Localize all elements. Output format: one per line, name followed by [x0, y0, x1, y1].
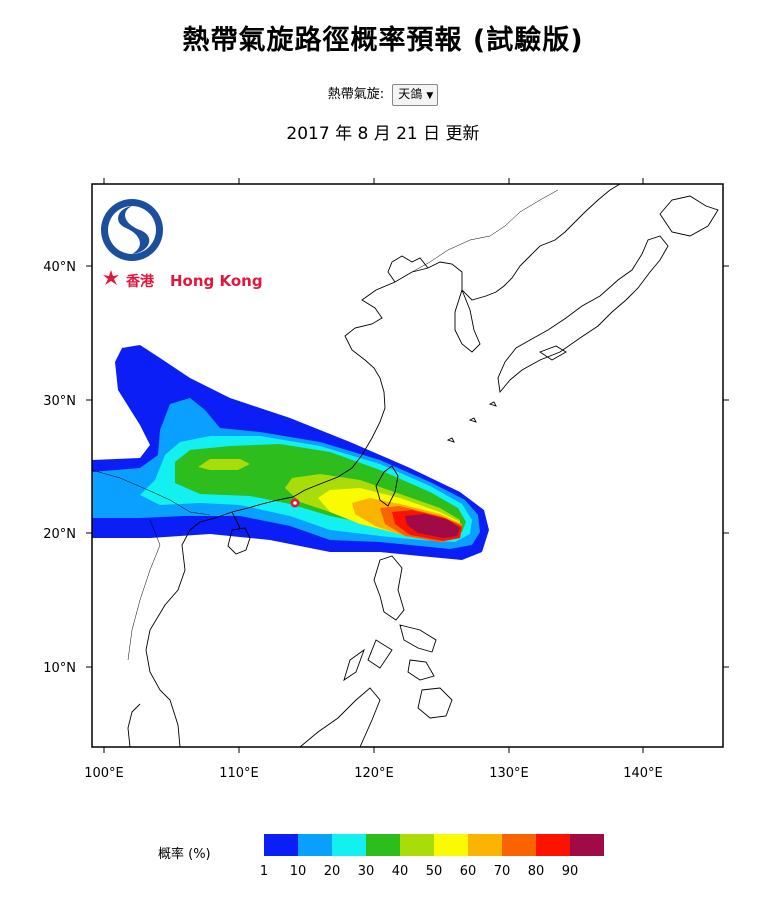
- legend-tick-label: 90: [562, 864, 579, 879]
- legend-swatch: [366, 834, 400, 856]
- lon-tick-label: 110°E: [219, 766, 259, 781]
- country-borders: [92, 189, 559, 661]
- hko-emblem-icon: [101, 199, 163, 261]
- coastline-borneo: [299, 687, 381, 747]
- page-title: 熱帶氣旋路徑概率預報 (試驗版): [182, 25, 584, 56]
- dropdown-arrow-icon: ▼: [426, 90, 434, 101]
- legend-swatch: [570, 834, 604, 856]
- cyclone-select[interactable]: 天鴿 ▼: [392, 83, 439, 106]
- legend-tick-labels: 1 10 20 30 40 50 60 70 80 90: [260, 864, 578, 879]
- lat-tick-label: 10°N: [43, 661, 76, 676]
- legend-swatch: [434, 834, 468, 856]
- bauhinia-icon: [103, 270, 119, 285]
- contour-90: [405, 514, 460, 538]
- logo-text-zh: 香港: [125, 273, 155, 290]
- legend-swatch: [298, 834, 332, 856]
- legend-tick-label: 20: [324, 864, 341, 879]
- legend-tick-label: 70: [494, 864, 511, 879]
- cyclone-select-value: 天鴿: [398, 86, 423, 101]
- legend: 概率 (%) 1 10 20 30 40 50 60 70 80 90: [158, 834, 604, 879]
- lat-tick-label: 20°N: [43, 527, 76, 542]
- coastline-malay: [127, 703, 141, 747]
- cyclone-selector-row: 熱帶氣旋: 天鴿 ▼: [0, 83, 766, 106]
- legend-swatch: [502, 834, 536, 856]
- border-russia: [489, 189, 559, 237]
- cyclone-selector-label: 熱帶氣旋:: [327, 87, 385, 102]
- lon-tick-label: 100°E: [84, 766, 124, 781]
- coastline-japan-main: [497, 235, 669, 394]
- coastline-hokkaido: [659, 195, 719, 237]
- hko-logo: 香港 Hong Kong: [93, 185, 271, 297]
- coastline-palawan: [343, 648, 365, 682]
- legend-tick-label: 80: [528, 864, 545, 879]
- coastline-korea: [454, 288, 481, 353]
- legend-tick-label: 40: [392, 864, 409, 879]
- legend-label: 概率 (%): [158, 846, 211, 862]
- update-date: 2017 年 8 月 21 日 更新: [286, 124, 480, 144]
- legend-swatch: [536, 834, 570, 856]
- legend-tick-label: 10: [290, 864, 307, 879]
- legend-swatch: [468, 834, 502, 856]
- longitude-axis: [103, 178, 644, 753]
- contour-40-west: [198, 459, 250, 470]
- coastline-shikoku: [539, 345, 567, 361]
- coastline-hainan: [227, 527, 251, 555]
- map-frame: [91, 183, 724, 748]
- coastline-asia-mainland: [145, 184, 621, 747]
- latitude-axis: [86, 265, 729, 668]
- legend-swatches: [264, 834, 604, 856]
- lon-tick-label: 120°E: [354, 766, 394, 781]
- coastlines: [127, 184, 719, 747]
- legend-swatch: [400, 834, 434, 856]
- legend-swatch: [264, 834, 298, 856]
- legend-tick-label: 60: [460, 864, 477, 879]
- border-indochina: [127, 519, 161, 661]
- logo-text-en: Hong Kong: [170, 272, 263, 290]
- legend-tick-label: 30: [358, 864, 375, 879]
- lon-tick-label: 130°E: [489, 766, 529, 781]
- coastline-ryukyu: [446, 401, 497, 443]
- coastline-bohai: [387, 255, 429, 283]
- coastline-taiwan: [375, 465, 399, 507]
- lat-tick-label: 40°N: [43, 260, 76, 275]
- legend-tick-label: 50: [426, 864, 443, 879]
- probability-contours: [92, 345, 489, 560]
- coastline-luzon: [373, 555, 405, 621]
- coastline-visayas: [367, 624, 453, 719]
- border-china-korea: [411, 235, 491, 273]
- lat-tick-label: 30°N: [43, 394, 76, 409]
- legend-swatch: [332, 834, 366, 856]
- lon-tick-label: 140°E: [623, 766, 663, 781]
- legend-tick-label: 1: [260, 864, 268, 879]
- hong-kong-marker: [290, 498, 300, 508]
- coastline-leizhou: [231, 511, 241, 529]
- border-china-south: [92, 469, 211, 516]
